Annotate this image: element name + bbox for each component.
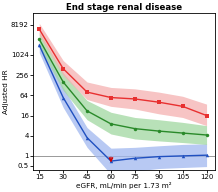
Y-axis label: Adjusted HR: Adjusted HR	[3, 69, 9, 114]
Title: End stage renal disease: End stage renal disease	[66, 3, 182, 12]
X-axis label: eGFR, mL/min per 1.73 m²: eGFR, mL/min per 1.73 m²	[76, 181, 172, 189]
